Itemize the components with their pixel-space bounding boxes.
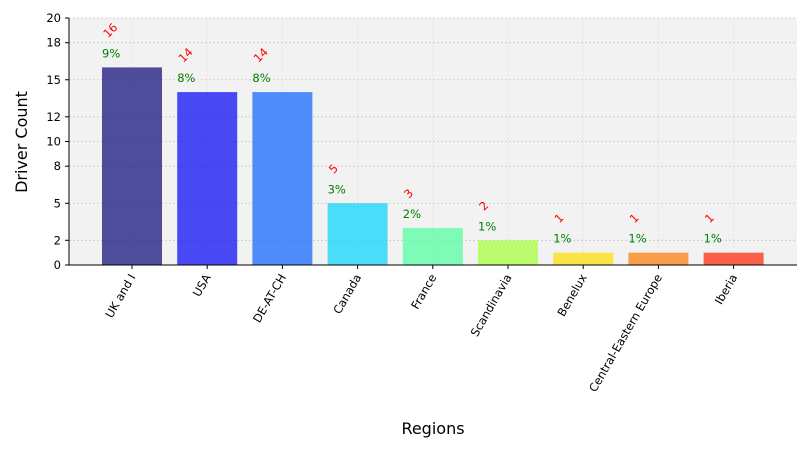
bar <box>703 252 764 265</box>
x-tick-label: Canada <box>330 272 364 317</box>
percent-label: 9% <box>102 46 120 60</box>
bar <box>402 227 463 265</box>
x-tick-label: Central-Eastern Europe <box>586 272 665 395</box>
y-ticks: 0 2 5 8 10 12 15 18 20 <box>46 11 69 272</box>
x-tick-label: Iberia <box>712 272 740 307</box>
x-axis-title: Regions <box>401 419 464 438</box>
percent-label: 1% <box>704 232 722 246</box>
y-tick-label: 10 <box>46 135 61 149</box>
percent-label: 1% <box>628 232 646 246</box>
y-tick-label: 15 <box>46 73 61 87</box>
percent-label: 8% <box>177 71 195 85</box>
percent-label: 8% <box>252 71 270 85</box>
percent-label: 2% <box>403 207 421 221</box>
bar <box>177 92 238 265</box>
x-tick-label: Benelux <box>554 271 590 319</box>
y-tick-label: 12 <box>46 110 61 124</box>
bar <box>478 240 538 265</box>
x-ticks: UK and I USA DE-AT-CH Canada France Scandinav… <box>102 265 740 394</box>
percent-label: 1% <box>553 232 571 246</box>
y-tick-label: 2 <box>54 233 61 247</box>
bar <box>628 252 689 265</box>
y-tick-label: 20 <box>46 11 61 25</box>
percent-label: 1% <box>478 219 496 233</box>
bar <box>327 203 388 265</box>
x-tick-label: USA <box>190 271 214 299</box>
x-tick-label: France <box>408 272 439 312</box>
bar <box>102 67 162 266</box>
y-tick-label: 8 <box>54 159 61 173</box>
bar <box>553 252 614 265</box>
y-tick-label: 5 <box>54 196 61 210</box>
bars <box>102 67 764 266</box>
x-tick-label: UK and I <box>102 272 138 321</box>
y-tick-label: 18 <box>46 36 61 50</box>
y-tick-label: 0 <box>54 258 61 272</box>
x-tick-label: DE-AT-CH <box>250 272 289 326</box>
bar <box>252 92 313 265</box>
percent-label: 3% <box>328 182 346 196</box>
y-axis-title: Driver Count <box>12 91 31 193</box>
x-tick-label: Scandinavia <box>468 272 515 339</box>
